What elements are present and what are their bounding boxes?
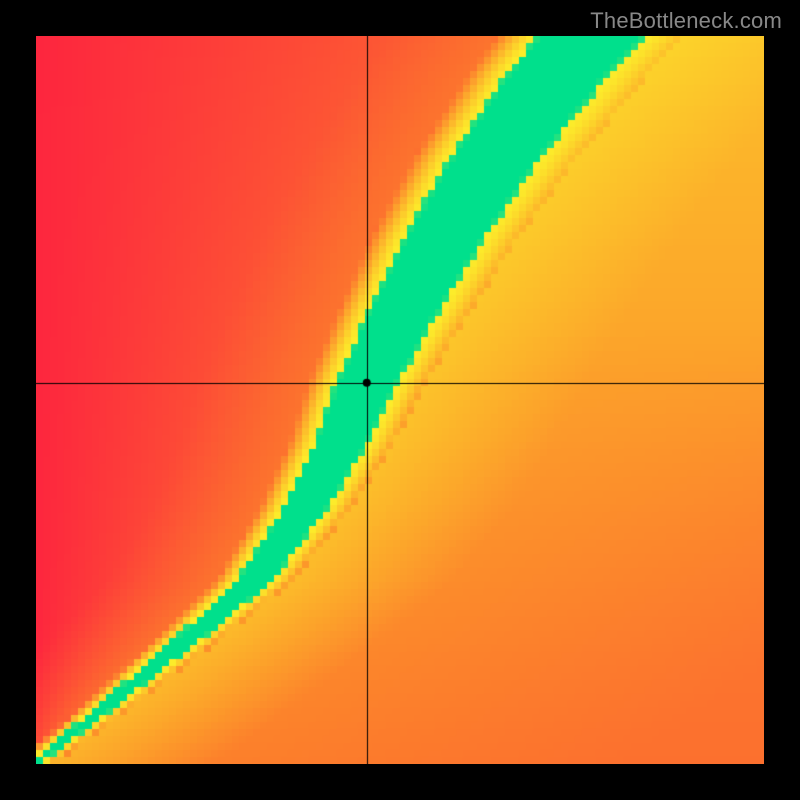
- watermark-text: TheBottleneck.com: [590, 8, 782, 34]
- heatmap-plot-area: [36, 36, 764, 764]
- chart-container: TheBottleneck.com: [0, 0, 800, 800]
- heatmap-canvas-wrap: [36, 36, 764, 764]
- heatmap-canvas: [36, 36, 764, 764]
